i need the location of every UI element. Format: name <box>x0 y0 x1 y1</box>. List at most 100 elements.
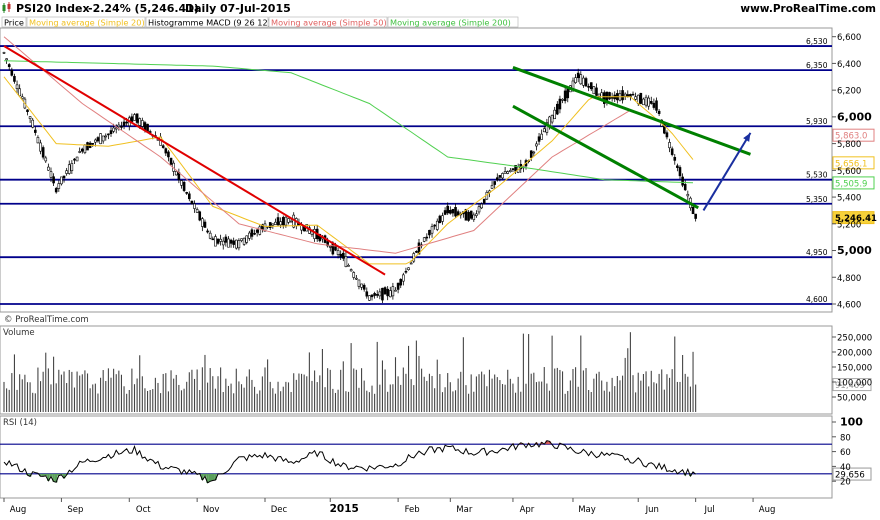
price-layer: 6,530 6,350 5,930 5,530 5,350 4,950 4,600 5,863… <box>0 36 877 305</box>
candle-body <box>576 72 580 79</box>
x-tick-label: 2015 <box>330 503 359 515</box>
candle-body <box>477 206 481 213</box>
candle-body <box>556 103 559 115</box>
price-badge <box>832 156 875 170</box>
candle-body <box>584 78 588 87</box>
candle-body <box>407 267 410 271</box>
moving-average-line <box>3 60 694 184</box>
moving-average-line <box>3 76 694 265</box>
candle-body <box>341 252 345 259</box>
candle-body <box>193 203 196 209</box>
indicator-legend: Price Moving average (Simple 20) Histogram… <box>1 16 519 28</box>
price-tick-label: 5,200 <box>837 220 861 230</box>
candle-body <box>464 209 468 221</box>
rsi-tick-label: 80 <box>840 433 851 443</box>
candle-body <box>535 143 538 147</box>
candle-body <box>649 101 653 104</box>
legend-box <box>26 16 146 28</box>
candle-body <box>65 170 68 174</box>
candle-body <box>109 130 113 134</box>
price-badge <box>832 128 875 142</box>
candle-body <box>52 176 55 184</box>
candle-body <box>135 113 139 123</box>
level-label: 6,530 <box>806 37 828 46</box>
x-tick-label: Nov <box>203 505 220 515</box>
candle-body <box>240 238 243 241</box>
candle-body <box>245 235 249 243</box>
candle-body <box>164 148 168 154</box>
candle-body <box>250 229 254 237</box>
candle-body <box>415 251 418 253</box>
candle-body <box>276 217 280 226</box>
candle-body <box>443 210 447 215</box>
candle-body <box>597 93 601 97</box>
candle-body <box>96 137 100 142</box>
candle-body <box>227 238 230 248</box>
candle-body <box>287 218 290 223</box>
price-badge-label: 5,505.9 <box>835 179 867 189</box>
candle-body <box>529 150 533 158</box>
candle-body <box>498 175 502 178</box>
candle-body <box>561 98 564 101</box>
candle-body <box>195 209 199 213</box>
price-badge <box>832 211 875 225</box>
header-bar <box>0 0 880 16</box>
candle-body <box>258 226 262 235</box>
x-tick-label: Jul <box>704 505 715 515</box>
candle-body <box>449 210 452 214</box>
candle-body <box>409 262 413 265</box>
candle-body <box>402 274 405 282</box>
green-channel-line <box>512 66 751 156</box>
candle-body <box>396 282 400 290</box>
candle-body <box>224 236 228 243</box>
candle-body <box>83 144 87 154</box>
candle-body <box>248 232 251 239</box>
candle-body <box>180 180 183 186</box>
candle-body <box>446 205 450 214</box>
candle-body <box>198 211 202 221</box>
price-tick-label: 5,600 <box>837 167 861 177</box>
candle-body <box>2 52 6 54</box>
candle-body <box>514 164 517 172</box>
candle-body <box>451 209 455 214</box>
candle-body <box>686 193 690 197</box>
rsi-badge-label: 29.656 <box>835 471 865 481</box>
candle-body <box>574 77 577 83</box>
candle-body <box>370 294 374 298</box>
candle-body <box>631 93 635 96</box>
candle-body <box>81 148 84 152</box>
candle-body <box>388 290 392 298</box>
candle-body <box>73 158 76 161</box>
candle-body <box>47 166 50 171</box>
candle-body <box>655 100 658 111</box>
candle-body <box>652 102 656 108</box>
candle-body <box>467 211 470 221</box>
candle-body <box>373 293 376 296</box>
legend-label: Moving average (Simple 200) <box>390 18 511 28</box>
candle-body <box>255 229 259 233</box>
candle-body <box>683 184 687 191</box>
candle-body <box>589 82 593 90</box>
blue-arrow-head <box>743 132 751 142</box>
legend-label: Histogramme MACD (9 26 12) <box>148 18 271 28</box>
candle-body <box>509 170 512 172</box>
price-pane <box>0 27 833 313</box>
candle-body <box>595 87 598 96</box>
red-trendline <box>3 45 386 276</box>
candle-body <box>281 217 285 226</box>
candle-body <box>475 213 478 216</box>
rsi-pane <box>0 415 833 499</box>
candle-body <box>438 215 442 223</box>
candle-body <box>433 224 436 227</box>
candle-body <box>435 220 439 230</box>
x-tick-label: Aug <box>10 505 27 515</box>
candle-body <box>99 133 102 145</box>
candle-body <box>60 176 63 185</box>
x-tick-label: Mar <box>456 505 473 515</box>
candle-body <box>511 168 515 170</box>
level-label: 6,350 <box>806 61 828 70</box>
candle-body <box>537 136 541 142</box>
candle-body <box>673 156 677 161</box>
candle-body <box>289 220 293 223</box>
